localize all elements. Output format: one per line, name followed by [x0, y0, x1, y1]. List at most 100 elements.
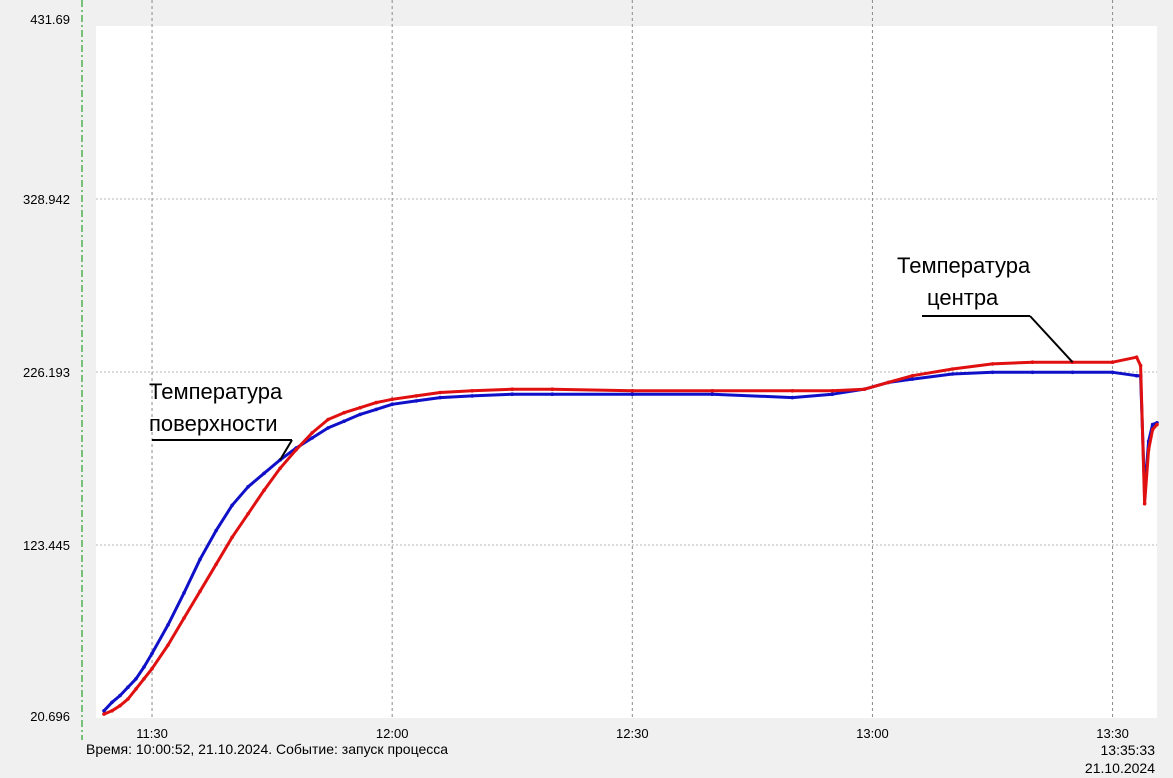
surface-data-point: [910, 377, 915, 381]
center-data-point: [470, 389, 475, 393]
center-data-point: [134, 687, 138, 691]
surface-data-point: [630, 392, 635, 397]
surface-data-point: [246, 485, 250, 489]
center-data-point: [1150, 427, 1155, 432]
center-data-point: [326, 417, 330, 422]
surface-data-point: [102, 709, 106, 713]
end-time: 13:35:33: [1100, 742, 1156, 758]
center-data-point: [1142, 501, 1147, 506]
center-data-point: [550, 387, 555, 392]
surface-data-point: [790, 395, 795, 400]
annotation-text: центра: [927, 285, 999, 310]
surface-data-point: [990, 370, 995, 375]
surface-data-point: [134, 677, 138, 681]
y-axis: 431.69 328.942 226.193 123.445 20.696: [23, 12, 70, 724]
end-date: 21.10.2024: [1084, 760, 1155, 776]
annotation-text: поверхности: [149, 411, 278, 436]
center-data-point: [278, 466, 282, 471]
surface-data-point: [1070, 370, 1075, 375]
y-tick-label: 123.445: [23, 538, 70, 553]
center-data-point: [230, 535, 234, 540]
center-data-point: [1110, 360, 1115, 365]
surface-data-point: [182, 591, 186, 595]
center-data-point: [910, 373, 915, 378]
center-data-point: [1138, 363, 1143, 368]
surface-data-point: [414, 399, 419, 403]
center-data-point: [950, 367, 955, 371]
surface-data-point: [262, 471, 266, 476]
surface-data-point: [830, 392, 835, 397]
surface-data-point: [390, 402, 395, 407]
center-data-point: [342, 410, 346, 415]
center-data-point: [182, 616, 186, 620]
center-data-point: [790, 389, 795, 393]
surface-data-point: [230, 503, 234, 508]
center-data-point: [510, 387, 514, 392]
surface-data-point: [710, 392, 715, 397]
surface-data-point: [358, 412, 362, 417]
center-data-point: [862, 387, 867, 392]
surface-data-point: [166, 623, 170, 627]
annotation-text: Температура: [897, 253, 1031, 278]
surface-data-point: [342, 419, 346, 424]
annotation-leader: [279, 439, 293, 461]
status-bar: Время: 10:00:52, 21.10.2024. Событие: за…: [86, 741, 449, 757]
surface-data-point: [470, 394, 475, 398]
surface-data-point: [1150, 422, 1155, 427]
surface-data-point: [1110, 370, 1115, 375]
surface-data-point: [126, 685, 130, 689]
center-data-point: [198, 589, 202, 593]
center-data-point: [262, 488, 266, 493]
center-data-point: [374, 400, 379, 405]
center-data-point: [118, 703, 122, 708]
annotations: Температура поверхности Температура центра: [149, 253, 1074, 461]
center-data-point: [150, 666, 154, 671]
surface-data-point: [310, 436, 314, 440]
end-timestamp: 13:35:33 21.10.2024: [1085, 741, 1155, 777]
center-data-point: [1030, 360, 1035, 365]
center-data-point: [102, 712, 106, 716]
surface-data-point: [214, 528, 218, 533]
center-data-point: [310, 431, 314, 435]
surface-data-point: [150, 651, 154, 656]
surface-data-point: [326, 426, 330, 430]
surface-data-point: [1030, 370, 1035, 375]
surface-data-point: [118, 693, 122, 698]
surface-data-point: [438, 395, 443, 400]
center-data-point: [358, 405, 362, 410]
center-data-point: [414, 394, 419, 398]
surface-data-point: [950, 372, 955, 376]
center-data-point: [1146, 448, 1151, 452]
center-data-point: [710, 389, 715, 393]
surface-data-point: [142, 665, 146, 669]
center-data-point: [390, 397, 395, 402]
center-data-point: [1134, 355, 1139, 360]
y-tick-label: 226.193: [23, 365, 70, 380]
x-tick-label: 11:30: [136, 726, 168, 740]
center-data-point: [246, 512, 250, 516]
center-data-point: [126, 697, 130, 701]
series-lines: [102, 355, 1159, 716]
x-axis: 11:30 12:00 12:30 13:00 13:30: [136, 726, 1129, 740]
annotation-text: Температура: [149, 379, 283, 404]
surface-data-point: [550, 392, 555, 397]
center-data-point: [294, 448, 298, 452]
trend-chart: 431.69 328.942 226.193 123.445 20.696 11:30 1…: [23, 0, 1159, 740]
x-tick-label: 13:30: [1096, 726, 1129, 740]
surface-data-point: [510, 392, 514, 397]
center-data-point: [214, 562, 218, 567]
center-data-point: [110, 709, 114, 713]
y-tick-label: 431.69: [30, 12, 70, 27]
center-data-point: [990, 362, 995, 366]
x-tick-label: 12:00: [376, 726, 409, 740]
surface-data-point: [198, 557, 202, 561]
center-data-point: [886, 380, 891, 385]
center-data-point: [630, 389, 635, 393]
surface-data-point: [1134, 373, 1139, 378]
center-data-point: [142, 677, 146, 681]
x-tick-label: 12:30: [616, 726, 649, 740]
surface-data-point: [374, 407, 379, 412]
y-tick-label: 20.696: [30, 709, 70, 724]
y-tick-label: 328.942: [23, 192, 70, 207]
annotation-leader: [1029, 315, 1074, 363]
